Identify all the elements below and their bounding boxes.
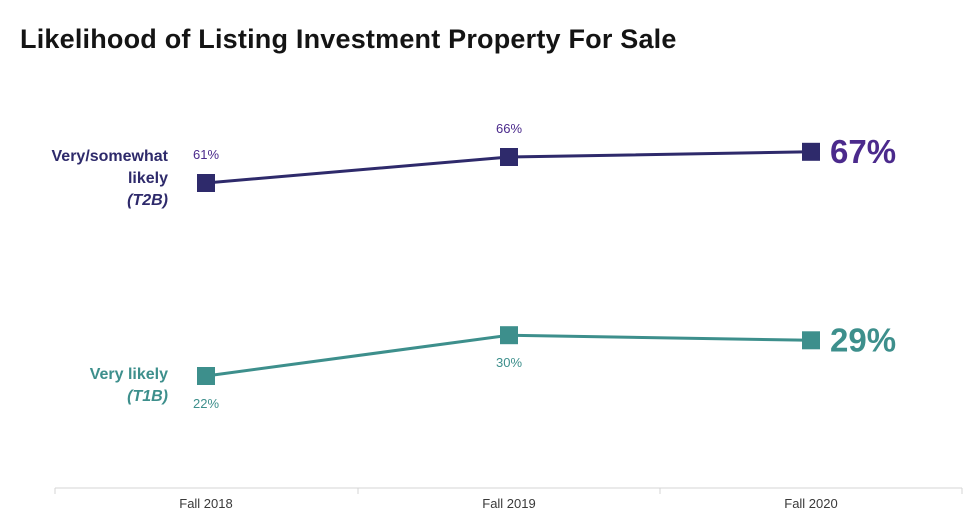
- series-label-t1b: Very likely (T1B): [90, 364, 168, 408]
- data-label-t1b-1: 30%: [496, 355, 522, 370]
- x-tick-label-1: Fall 2019: [482, 496, 535, 511]
- data-label-t2b-0: 61%: [193, 147, 219, 162]
- series-name-t2b-line2: likely: [127, 170, 168, 187]
- data-label-t1b-0: 22%: [193, 396, 219, 411]
- chart-title: Likelihood of Listing Investment Propert…: [20, 24, 677, 54]
- series-name-t2b-line1: Very/somewhat: [51, 148, 169, 165]
- data-marker-t1b-1: [500, 326, 518, 345]
- x-tick-label-0: Fall 2018: [179, 496, 232, 511]
- data-marker-t1b-2: [802, 331, 820, 350]
- data-marker-t1b-0: [197, 367, 215, 385]
- data-marker-t2b-0: [197, 174, 215, 192]
- data-label-t2b-1: 66%: [496, 121, 522, 136]
- data-marker-t2b-1: [500, 148, 518, 166]
- data-marker-t2b-2: [802, 142, 820, 161]
- series-abbrev-t2b: (T2B): [127, 192, 168, 209]
- data-label-t1b-2: 29%: [830, 321, 896, 358]
- series-label-t2b: Very/somewhat likely (T2B): [52, 146, 169, 212]
- series-name-t1b-line1: Very likely: [89, 366, 168, 383]
- data-label-t2b-2: 67%: [830, 133, 896, 170]
- series-abbrev-t1b: (T1B): [127, 388, 168, 405]
- x-tick-label-2: Fall 2020: [784, 496, 837, 511]
